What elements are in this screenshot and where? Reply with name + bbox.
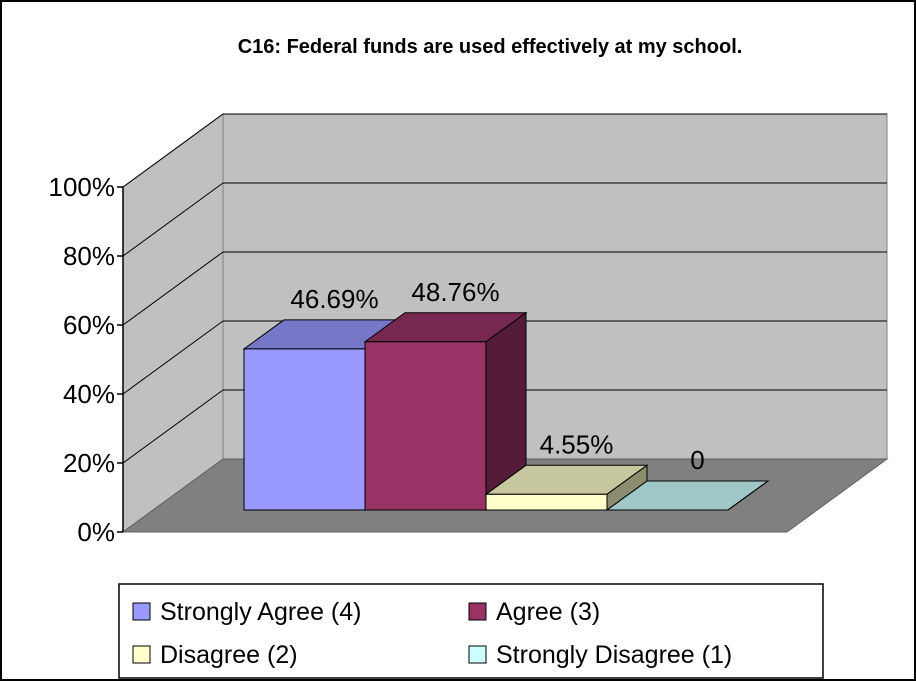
y-tick-label: 40% — [63, 379, 115, 409]
legend-label: Agree (3) — [496, 598, 600, 626]
data-label: 48.76% — [411, 277, 499, 307]
bar — [605, 480, 770, 511]
legend-item: Strongly Disagree (1) — [468, 641, 732, 669]
legend-item: Disagree (2) — [132, 641, 298, 669]
bar — [484, 464, 649, 511]
data-label: 46.69% — [290, 284, 378, 314]
bars — [242, 311, 770, 511]
gridline-side — [122, 389, 224, 464]
bar-side — [727, 480, 769, 511]
side-wall — [122, 113, 224, 533]
y-tick-label: 80% — [63, 241, 115, 271]
legend-label: Strongly Disagree (1) — [496, 641, 732, 669]
legend-swatch — [468, 602, 487, 621]
legend-item: Agree (3) — [468, 598, 600, 626]
gridline-side — [122, 113, 224, 188]
y-tick-label: 20% — [63, 448, 115, 478]
gridline-side — [122, 182, 224, 257]
legend-label: Strongly Agree (4) — [160, 598, 362, 626]
legend-swatch — [468, 645, 487, 664]
y-tick-label: 100% — [49, 172, 116, 202]
y-tick-label: 0% — [77, 517, 115, 547]
y-axis-ticks: 0% 20% 40% 60% 80% 100% — [49, 172, 124, 547]
bar — [363, 311, 528, 511]
bar-front — [364, 341, 487, 511]
data-label: 4.55% — [540, 429, 614, 459]
bar-front — [243, 348, 366, 511]
legend-label: Disagree (2) — [160, 641, 298, 669]
y-tick-label: 60% — [63, 310, 115, 340]
legend-swatch — [132, 645, 151, 664]
data-labels: 46.69% 48.76% 4.55% 0 — [290, 277, 704, 475]
legend-swatch — [132, 602, 151, 621]
legend: Strongly Agree (4) Agree (3) Disagree (2) S… — [132, 598, 732, 669]
gridline-side — [122, 251, 224, 326]
bar-front — [485, 493, 608, 511]
legend-item: Strongly Agree (4) — [132, 598, 362, 626]
data-label: 0 — [690, 445, 704, 475]
gridline-side — [122, 320, 224, 395]
chart-title: C16: Federal funds are used effectively … — [238, 36, 743, 58]
